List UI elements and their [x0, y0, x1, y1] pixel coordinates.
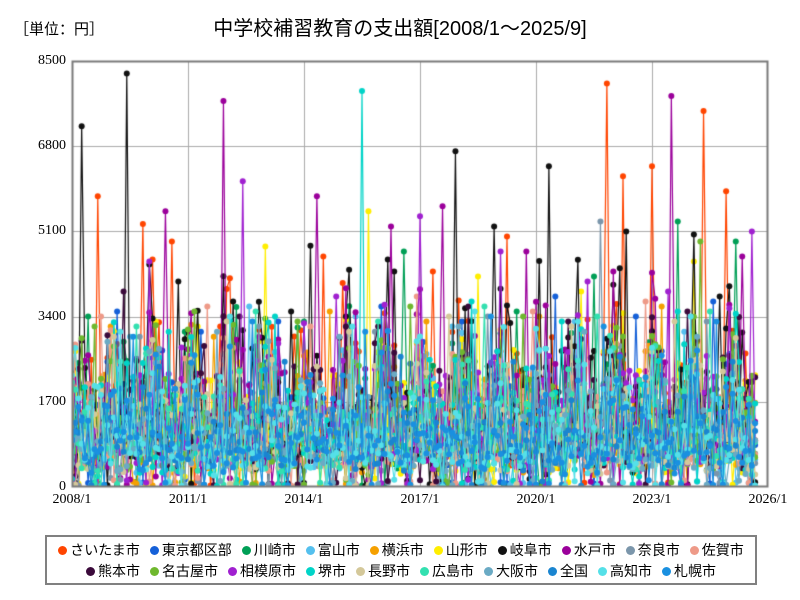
- legend-marker-icon: [548, 567, 557, 576]
- legend-marker-icon: [228, 567, 237, 576]
- x-axis-tick-label: 2026/1: [748, 492, 788, 507]
- legend-item[interactable]: 東京都区部: [149, 542, 232, 558]
- y-axis-tick-label: 1700: [38, 393, 66, 409]
- legend-item-label: 広島市: [432, 563, 474, 579]
- legend-row: 熊本市 名古屋市 相模原市 堺市 長野市 広島市 大阪市 全国 高知市 札幌市: [47, 561, 755, 582]
- legend-item-label: 熊本市: [98, 563, 140, 579]
- legend-marker-icon: [58, 546, 68, 555]
- legend-item-label: 札幌市: [674, 563, 716, 579]
- legend-item-label: 岐阜市: [509, 542, 552, 558]
- legend-item[interactable]: さいたま市: [58, 543, 140, 558]
- legend-item-label: 佐賀市: [701, 542, 744, 558]
- legend-item[interactable]: 札幌市: [662, 564, 716, 579]
- legend-row: さいたま市 東京都区部 川崎市 富山市 横浜市 山形市 岐阜市 水戸市 奈良市 佐賀市: [47, 540, 755, 561]
- legend-item[interactable]: 奈良市: [625, 542, 680, 558]
- legend-marker-icon: [484, 567, 493, 576]
- legend-item-label: さいたま市: [70, 542, 140, 558]
- legend-item[interactable]: 相模原市: [228, 564, 296, 579]
- legend-marker-icon: [625, 546, 635, 555]
- x-axis-tick-label: 2023/1: [632, 492, 672, 507]
- legend-item[interactable]: 全国: [548, 564, 588, 579]
- legend-item-label: 大阪市: [496, 563, 538, 579]
- legend-item[interactable]: 高知市: [598, 564, 652, 579]
- y-axis-tick-label: 0: [59, 479, 66, 494]
- legend-item[interactable]: 堺市: [306, 564, 346, 579]
- legend-item-label: 川崎市: [253, 542, 296, 558]
- legend-marker-icon: [689, 546, 699, 555]
- legend-item[interactable]: 大阪市: [484, 564, 538, 579]
- chart-legend: さいたま市 東京都区部 川崎市 富山市 横浜市 山形市 岐阜市 水戸市 奈良市 佐賀市熊本市 名古屋…: [45, 535, 757, 585]
- legend-marker-icon: [598, 567, 607, 576]
- legend-item-label: 富山市: [317, 542, 360, 558]
- y-axis-tick-label: 8500: [38, 53, 66, 68]
- x-axis-tick-label: 2011/1: [168, 492, 208, 507]
- legend-marker-icon: [150, 567, 159, 576]
- legend-marker-icon: [420, 567, 429, 576]
- legend-item[interactable]: 広島市: [420, 564, 474, 579]
- legend-item-label: 全国: [560, 563, 588, 579]
- y-axis-tick-label: 6800: [38, 138, 66, 154]
- y-axis-tick-label: 3400: [38, 308, 66, 324]
- x-axis-tick-label: 2017/1: [400, 492, 440, 507]
- legend-item-label: 相模原市: [240, 563, 296, 579]
- legend-item[interactable]: 水戸市: [561, 542, 616, 558]
- legend-item-label: 高知市: [610, 563, 652, 579]
- legend-item[interactable]: 佐賀市: [689, 542, 744, 558]
- legend-item-label: 長野市: [368, 563, 410, 579]
- legend-item[interactable]: 名古屋市: [150, 564, 218, 579]
- legend-item-label: 奈良市: [637, 542, 680, 558]
- legend-marker-icon: [86, 567, 95, 576]
- legend-marker-icon: [356, 567, 365, 576]
- legend-marker-icon: [306, 567, 315, 576]
- x-axis-tick-label: 2020/1: [516, 492, 556, 507]
- legend-item[interactable]: 熊本市: [86, 564, 140, 579]
- legend-marker-icon: [497, 546, 507, 555]
- x-axis-tick-label: 2008/1: [52, 492, 92, 507]
- legend-marker-icon: [662, 567, 671, 576]
- legend-item-label: 名古屋市: [162, 563, 218, 579]
- y-axis-tick-label: 5100: [38, 223, 66, 239]
- legend-marker-icon: [561, 546, 571, 555]
- legend-item[interactable]: 山形市: [433, 542, 488, 558]
- legend-item[interactable]: 富山市: [305, 542, 360, 558]
- legend-item[interactable]: 川崎市: [241, 542, 296, 558]
- legend-marker-icon: [149, 546, 159, 555]
- legend-item-label: 山形市: [445, 542, 488, 558]
- legend-marker-icon: [433, 546, 443, 555]
- legend-item-label: 堺市: [318, 563, 346, 579]
- legend-item-label: 東京都区部: [161, 542, 232, 558]
- legend-item-label: 横浜市: [381, 542, 424, 558]
- legend-item[interactable]: 長野市: [356, 564, 410, 579]
- legend-item-label: 水戸市: [573, 542, 616, 558]
- legend-marker-icon: [305, 546, 315, 555]
- legend-marker-icon: [241, 546, 251, 555]
- legend-item[interactable]: 横浜市: [369, 542, 424, 558]
- x-axis-tick-label: 2014/1: [284, 492, 324, 507]
- legend-marker-icon: [369, 546, 379, 555]
- legend-item[interactable]: 岐阜市: [497, 542, 552, 558]
